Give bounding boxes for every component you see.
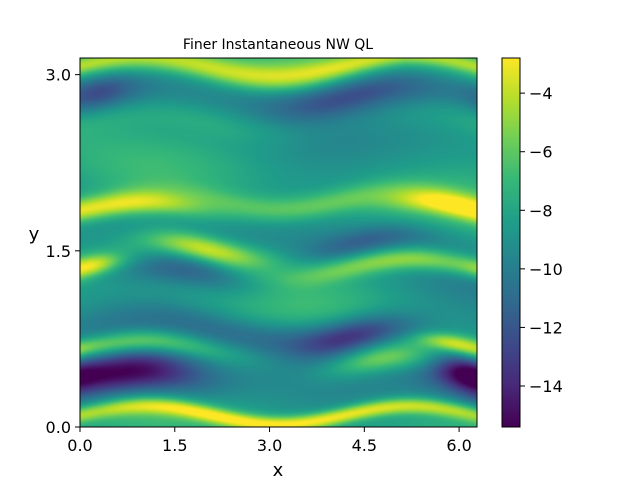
colorbar-tick-label: −10 — [529, 260, 563, 279]
colorbar-gradient — [502, 58, 520, 427]
x-tick-label: 0.0 — [67, 436, 92, 455]
plot-frame — [79, 57, 478, 428]
x-axis: 0.0 1.5 3.0 4.5 6.0 — [67, 427, 472, 455]
x-tick-label: 6.0 — [446, 436, 471, 455]
x-tick-label: 1.5 — [162, 436, 187, 455]
plot-area — [79, 57, 478, 428]
y-tick-label: 3.0 — [46, 66, 71, 85]
y-axis-label: y — [29, 224, 40, 245]
heatmap-image — [80, 58, 477, 427]
x-axis-label: x — [273, 460, 284, 480]
colorbar-frame — [501, 57, 521, 428]
colorbar: −4 −6 −8 −10 −12 −14 — [501, 57, 563, 428]
x-tick-label: 4.5 — [352, 436, 377, 455]
x-tick-label: 3.0 — [257, 436, 282, 455]
colorbar-tick-label: −12 — [529, 318, 563, 337]
colorbar-tick-label: −4 — [529, 84, 553, 103]
chart-title: Finer Instantaneous NW QL — [183, 37, 373, 53]
colorbar-tick-label: −6 — [529, 143, 553, 162]
y-axis: 0.0 1.5 3.0 — [46, 66, 80, 437]
y-tick-label: 1.5 — [46, 242, 71, 261]
colorbar-tick-label: −8 — [529, 201, 553, 220]
y-tick-label: 0.0 — [46, 418, 71, 437]
colorbar-tick-label: −14 — [529, 377, 563, 396]
